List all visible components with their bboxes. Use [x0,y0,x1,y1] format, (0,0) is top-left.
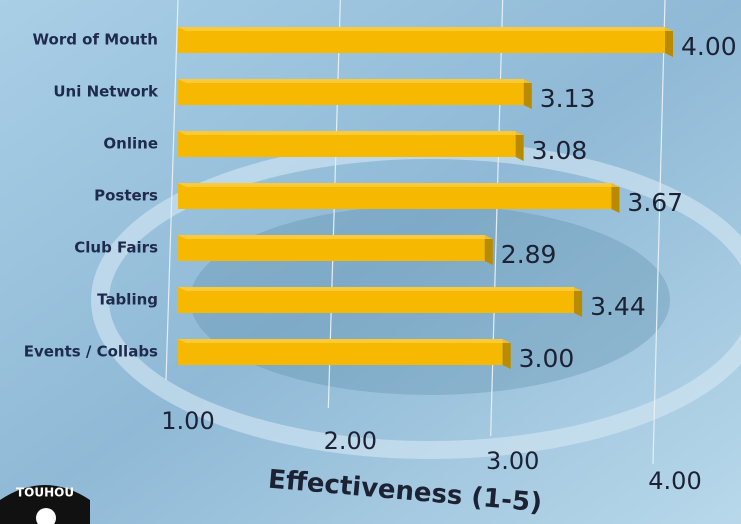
y-tick-label: Uni Network [53,83,159,101]
bar-top [178,339,511,343]
bar-side [503,339,511,369]
value-label: 3.08 [532,136,588,165]
bar-side [516,131,524,161]
bar-side [665,27,673,57]
x-tick-label: 3.00 [486,447,539,475]
bar-side [485,235,493,265]
y-tick-label: Word of Mouth [33,31,159,49]
y-tick-label: Posters [94,187,158,205]
bar-side [574,287,582,317]
bar-top [178,235,493,239]
y-tick-label: Events / Collabs [24,343,158,361]
bar-top [178,131,524,135]
y-tick-label: Tabling [97,291,158,309]
x-tick-label: 2.00 [324,427,377,455]
value-label: 2.89 [501,240,557,269]
x-tick-label: 4.00 [648,467,701,495]
x-tick-label: 1.00 [161,407,214,435]
bar-side [611,183,619,213]
logo-text: TOUHOU [16,486,74,500]
bar-top [178,287,582,291]
bar-side [524,79,532,109]
value-label: 3.00 [519,344,575,373]
bar-top [178,27,673,31]
value-label: 4.00 [681,32,737,61]
y-tick-label: Club Fairs [74,239,158,257]
value-label: 3.67 [627,188,683,217]
y-tick-label: Online [103,135,158,153]
chart: Effectiveness (1-5) TOUHOU 1.002.003.004… [0,0,741,524]
bar-top [178,183,619,187]
value-label: 3.13 [540,84,596,113]
bar-top [178,79,532,83]
value-label: 3.44 [590,292,646,321]
